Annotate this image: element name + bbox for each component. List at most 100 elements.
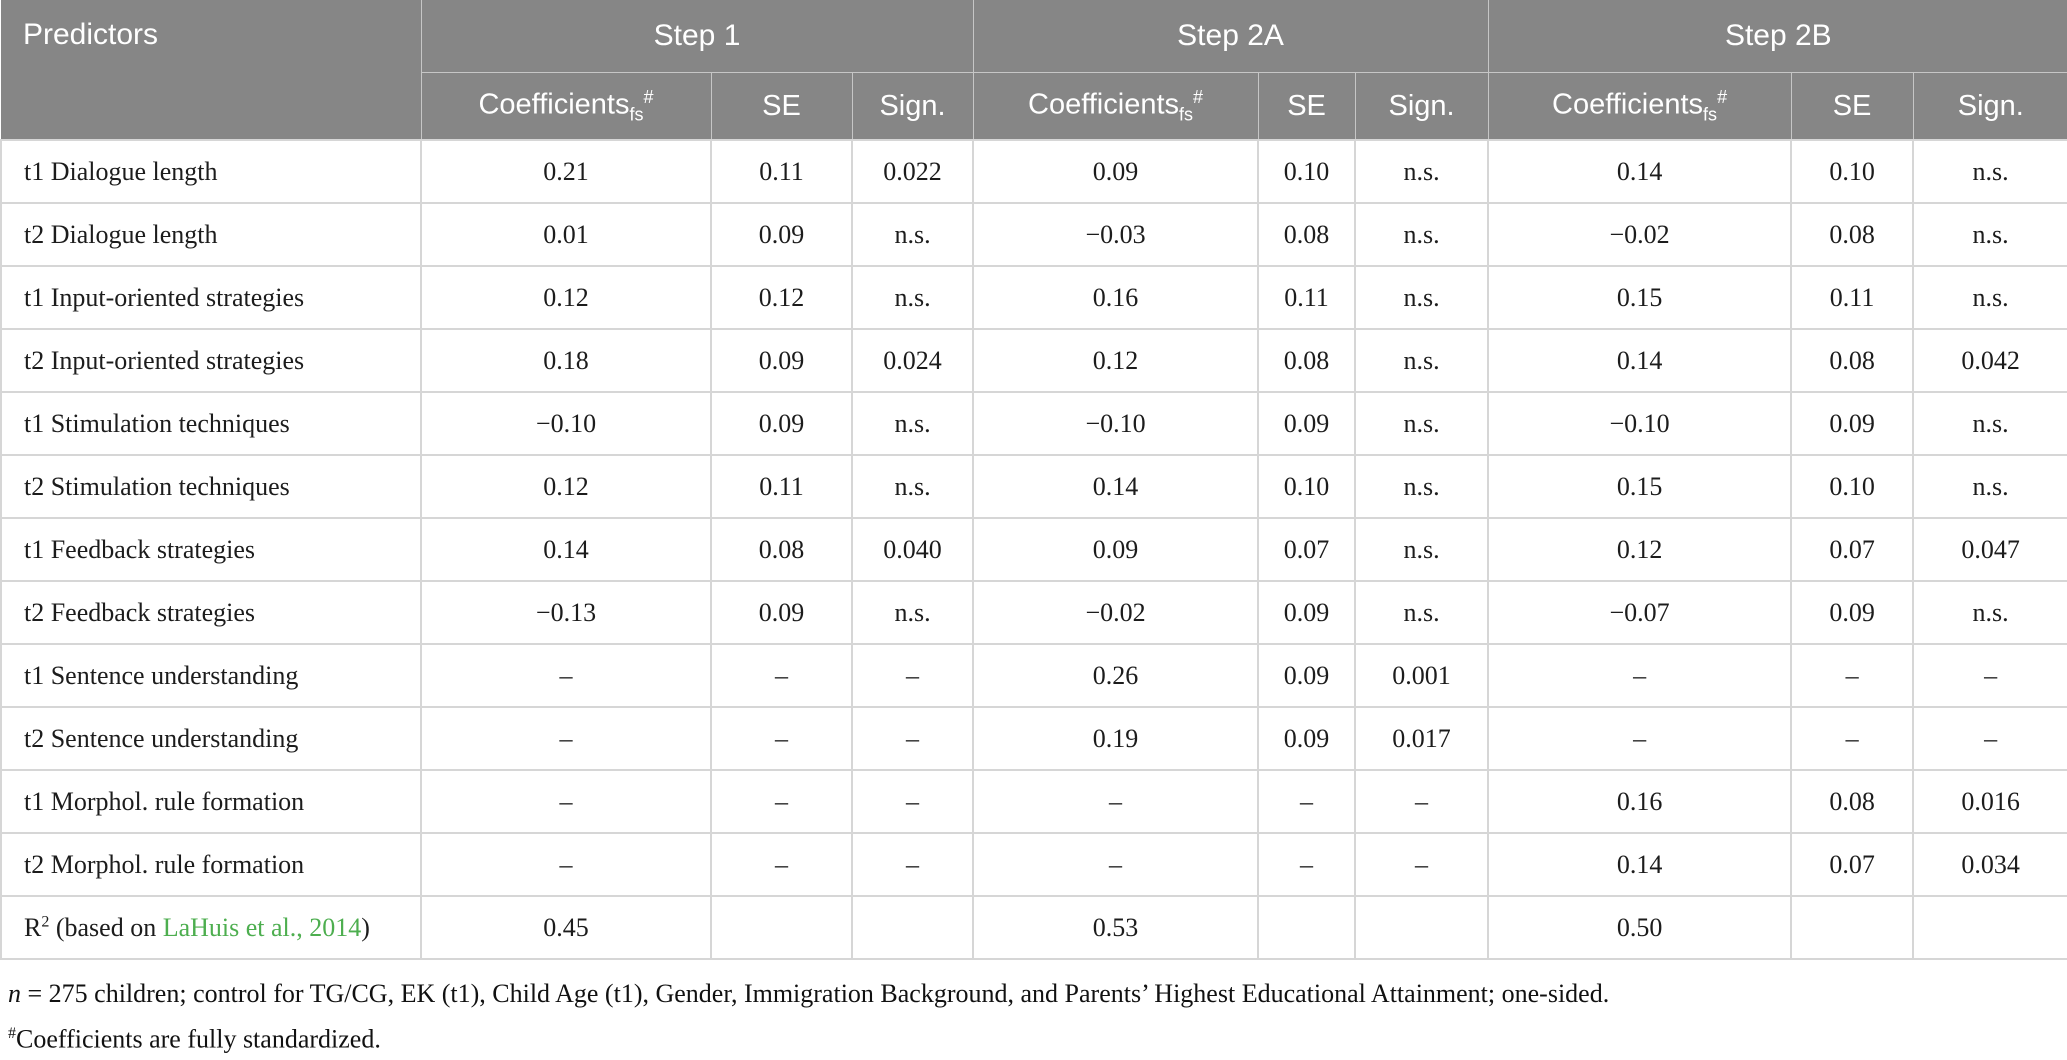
value-cell: n.s. bbox=[850, 580, 975, 645]
value-cell: 0.09 bbox=[710, 580, 853, 645]
sign-header: Sign. bbox=[851, 72, 974, 140]
table-row: t2 Input-oriented strategies 0.18 0.09 0… bbox=[0, 328, 2067, 393]
sign-header: Sign. bbox=[1354, 72, 1489, 140]
value-cell: n.s. bbox=[1354, 517, 1490, 582]
value-cell: n.s. bbox=[1354, 580, 1490, 645]
predictor-cell: t2 Stimulation techniques bbox=[0, 454, 422, 519]
step1-header: Step 1 bbox=[420, 0, 974, 73]
value-cell: 0.01 bbox=[420, 202, 712, 267]
value-cell bbox=[1354, 895, 1490, 960]
coefficients-label: Coefficients bbox=[478, 88, 630, 121]
predictor-cell: t1 Sentence understanding bbox=[0, 643, 422, 708]
value-cell: 0.042 bbox=[1912, 328, 2067, 393]
value-cell: 0.14 bbox=[420, 517, 712, 582]
table-row: t2 Morphol. rule formation – – – – – – 0… bbox=[0, 832, 2067, 897]
value-cell: −0.03 bbox=[972, 202, 1260, 267]
value-cell: – bbox=[710, 769, 853, 834]
value-cell: 0.14 bbox=[972, 454, 1260, 519]
value-cell: 0.09 bbox=[710, 391, 853, 456]
value-cell: 0.45 bbox=[420, 895, 712, 960]
value-cell: 0.26 bbox=[972, 643, 1260, 708]
value-cell: 0.034 bbox=[1912, 832, 2067, 897]
value-cell bbox=[710, 895, 853, 960]
value-cell: 0.11 bbox=[710, 454, 853, 519]
table-row: t1 Input-oriented strategies 0.12 0.12 n… bbox=[0, 265, 2067, 330]
value-cell: n.s. bbox=[1912, 454, 2067, 519]
value-cell: 0.11 bbox=[1257, 265, 1357, 330]
value-cell: – bbox=[850, 643, 975, 708]
value-cell: n.s. bbox=[1354, 328, 1490, 393]
citation-link[interactable]: LaHuis et al., 2014 bbox=[162, 912, 362, 942]
value-cell: 0.12 bbox=[1487, 517, 1793, 582]
value-cell: 0.016 bbox=[1912, 769, 2067, 834]
coefficients-superscript: # bbox=[1717, 86, 1728, 107]
footnote-coefficients: #Coefficients are fully standardized. bbox=[8, 1014, 2067, 1060]
footnote-sample-text: = 275 children; control for TG/CG, EK (t… bbox=[21, 979, 1610, 1008]
step2b-header: Step 2B bbox=[1487, 0, 2067, 73]
predictor-cell: t1 Feedback strategies bbox=[0, 517, 422, 582]
value-cell: n.s. bbox=[1354, 265, 1490, 330]
coefficients-header: Coefficientsfs# bbox=[1487, 72, 1792, 140]
predictor-cell: t2 Sentence understanding bbox=[0, 706, 422, 771]
footnote-coefficients-text: Coefficients are fully standardized. bbox=[16, 1024, 381, 1054]
value-cell: 0.12 bbox=[972, 328, 1260, 393]
value-cell: 0.50 bbox=[1487, 895, 1793, 960]
predictor-cell: t2 Morphol. rule formation bbox=[0, 832, 422, 897]
coefficients-header: Coefficientsfs# bbox=[420, 72, 711, 140]
coefficients-subscript: fs bbox=[1703, 104, 1718, 125]
r2-label-cell: R2 (based on LaHuis et al., 2014) bbox=[0, 895, 422, 960]
value-cell: n.s. bbox=[850, 265, 975, 330]
coefficients-header: Coefficientsfs# bbox=[972, 72, 1259, 140]
value-cell: – bbox=[420, 769, 712, 834]
value-cell: – bbox=[710, 706, 853, 771]
footnote-hash-superscript: # bbox=[8, 1025, 16, 1042]
step2a-header: Step 2A bbox=[972, 0, 1489, 73]
coefficients-subscript: fs bbox=[1179, 104, 1194, 125]
value-cell: n.s. bbox=[1354, 139, 1490, 204]
value-cell: 0.12 bbox=[420, 454, 712, 519]
r2-label: R bbox=[24, 912, 42, 942]
predictor-cell: t2 Dialogue length bbox=[0, 202, 422, 267]
value-cell bbox=[850, 895, 975, 960]
value-cell: 0.017 bbox=[1354, 706, 1490, 771]
value-cell: – bbox=[972, 769, 1260, 834]
coefficients-label: Coefficients bbox=[1552, 88, 1704, 121]
value-cell bbox=[1790, 895, 1915, 960]
value-cell: – bbox=[1790, 706, 1915, 771]
sign-header: Sign. bbox=[1912, 72, 2067, 140]
value-cell: – bbox=[1487, 706, 1793, 771]
predictor-cell: t2 Input-oriented strategies bbox=[0, 328, 422, 393]
value-cell: 0.09 bbox=[1790, 391, 1915, 456]
predictor-cell: t1 Morphol. rule formation bbox=[0, 769, 422, 834]
value-cell: 0.08 bbox=[1790, 202, 1915, 267]
value-cell: −0.02 bbox=[1487, 202, 1793, 267]
r2-label-mid: (based on bbox=[49, 912, 163, 942]
value-cell: 0.09 bbox=[710, 328, 853, 393]
coefficients-subscript: fs bbox=[629, 104, 644, 125]
table-row: t1 Morphol. rule formation – – – – – – 0… bbox=[0, 769, 2067, 834]
value-cell: – bbox=[420, 643, 712, 708]
value-cell: 0.09 bbox=[972, 139, 1260, 204]
value-cell: 0.09 bbox=[1257, 643, 1357, 708]
value-cell: 0.19 bbox=[972, 706, 1260, 771]
se-header: SE bbox=[1790, 72, 1914, 140]
value-cell: −0.07 bbox=[1487, 580, 1793, 645]
se-header: SE bbox=[710, 72, 852, 140]
value-cell: 0.047 bbox=[1912, 517, 2067, 582]
value-cell: 0.14 bbox=[1487, 328, 1793, 393]
table-row: t2 Sentence understanding – – – 0.19 0.0… bbox=[0, 706, 2067, 771]
predictors-header: Predictors bbox=[1, 0, 422, 140]
value-cell bbox=[1257, 895, 1357, 960]
value-cell: 0.07 bbox=[1790, 517, 1915, 582]
value-cell: 0.16 bbox=[972, 265, 1260, 330]
r2-label-end: ) bbox=[361, 912, 370, 942]
value-cell: 0.040 bbox=[850, 517, 975, 582]
table-row: t1 Feedback strategies 0.14 0.08 0.040 0… bbox=[0, 517, 2067, 582]
value-cell: 0.10 bbox=[1257, 454, 1357, 519]
value-cell: – bbox=[420, 706, 712, 771]
value-cell: 0.09 bbox=[1257, 706, 1357, 771]
table-row: t1 Stimulation techniques −0.10 0.09 n.s… bbox=[0, 391, 2067, 456]
predictor-cell: t1 Stimulation techniques bbox=[0, 391, 422, 456]
value-cell: n.s. bbox=[1354, 454, 1490, 519]
value-cell: 0.11 bbox=[1790, 265, 1915, 330]
